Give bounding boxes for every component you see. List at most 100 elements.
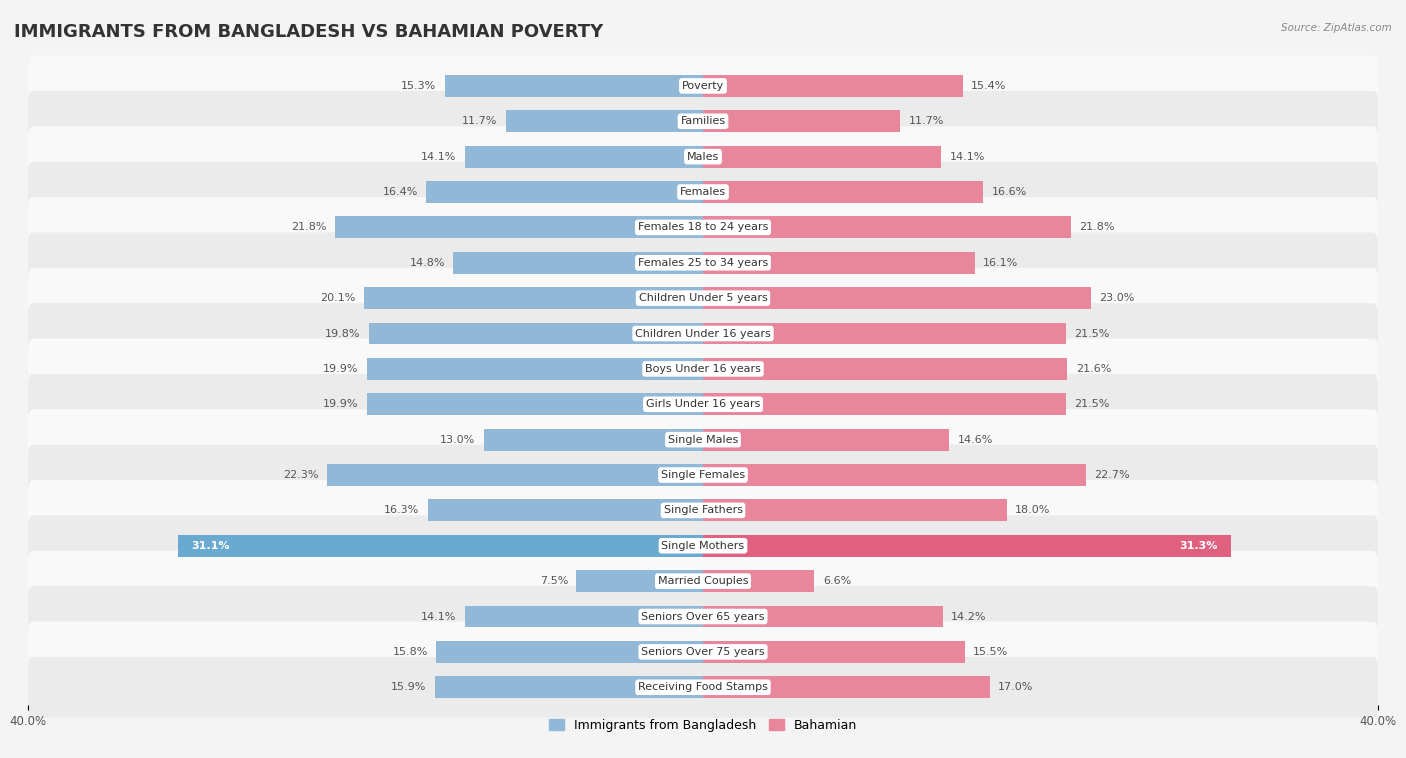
Text: Receiving Food Stamps: Receiving Food Stamps [638, 682, 768, 692]
Text: 22.3%: 22.3% [283, 470, 318, 480]
Bar [703, 500, 1007, 522]
Bar [703, 252, 974, 274]
Bar [506, 111, 703, 132]
Text: 21.6%: 21.6% [1076, 364, 1111, 374]
Text: 21.5%: 21.5% [1074, 399, 1109, 409]
FancyBboxPatch shape [28, 55, 1378, 116]
FancyBboxPatch shape [28, 551, 1378, 612]
Text: 19.8%: 19.8% [325, 328, 360, 339]
Text: 13.0%: 13.0% [440, 434, 475, 445]
Bar [465, 606, 703, 628]
Bar [703, 464, 1085, 486]
Bar [179, 535, 703, 556]
Bar [703, 393, 1066, 415]
Bar [368, 323, 703, 344]
Bar [703, 181, 983, 203]
Text: 7.5%: 7.5% [540, 576, 568, 586]
FancyBboxPatch shape [28, 91, 1378, 152]
Bar [335, 217, 703, 238]
Text: 6.6%: 6.6% [823, 576, 851, 586]
FancyBboxPatch shape [28, 622, 1378, 682]
Text: Girls Under 16 years: Girls Under 16 years [645, 399, 761, 409]
FancyBboxPatch shape [28, 480, 1378, 540]
Text: 15.4%: 15.4% [972, 81, 1007, 91]
Bar [703, 358, 1067, 380]
Bar [576, 570, 703, 592]
Bar [484, 429, 703, 450]
Text: Females: Females [681, 187, 725, 197]
Text: 14.1%: 14.1% [949, 152, 984, 161]
Bar [367, 358, 703, 380]
Text: 16.4%: 16.4% [382, 187, 418, 197]
Text: Seniors Over 65 years: Seniors Over 65 years [641, 612, 765, 622]
FancyBboxPatch shape [28, 268, 1378, 328]
Text: 11.7%: 11.7% [461, 116, 498, 127]
Text: 17.0%: 17.0% [998, 682, 1033, 692]
Bar [703, 676, 990, 698]
Bar [326, 464, 703, 486]
Bar [703, 111, 900, 132]
Text: Single Males: Single Males [668, 434, 738, 445]
Text: 21.8%: 21.8% [1080, 222, 1115, 233]
Text: 15.8%: 15.8% [392, 647, 427, 657]
Bar [703, 323, 1066, 344]
Bar [364, 287, 703, 309]
Text: Poverty: Poverty [682, 81, 724, 91]
Bar [434, 676, 703, 698]
Text: Females 25 to 34 years: Females 25 to 34 years [638, 258, 768, 268]
Text: 16.3%: 16.3% [384, 506, 419, 515]
FancyBboxPatch shape [28, 409, 1378, 470]
FancyBboxPatch shape [28, 657, 1378, 718]
Text: Females 18 to 24 years: Females 18 to 24 years [638, 222, 768, 233]
Bar [703, 287, 1091, 309]
Text: 14.8%: 14.8% [409, 258, 444, 268]
Bar [703, 146, 941, 168]
Text: Boys Under 16 years: Boys Under 16 years [645, 364, 761, 374]
Bar [436, 641, 703, 662]
FancyBboxPatch shape [28, 233, 1378, 293]
Text: IMMIGRANTS FROM BANGLADESH VS BAHAMIAN POVERTY: IMMIGRANTS FROM BANGLADESH VS BAHAMIAN P… [14, 23, 603, 41]
Legend: Immigrants from Bangladesh, Bahamian: Immigrants from Bangladesh, Bahamian [544, 714, 862, 737]
Text: 21.5%: 21.5% [1074, 328, 1109, 339]
Text: Families: Families [681, 116, 725, 127]
Bar [427, 500, 703, 522]
Text: 21.8%: 21.8% [291, 222, 326, 233]
Bar [703, 75, 963, 97]
Text: 23.0%: 23.0% [1099, 293, 1135, 303]
Text: Single Females: Single Females [661, 470, 745, 480]
Text: 16.1%: 16.1% [983, 258, 1018, 268]
Text: Single Fathers: Single Fathers [664, 506, 742, 515]
Bar [367, 393, 703, 415]
Bar [444, 75, 703, 97]
Text: 19.9%: 19.9% [323, 364, 359, 374]
Bar [703, 570, 814, 592]
Text: 19.9%: 19.9% [323, 399, 359, 409]
FancyBboxPatch shape [28, 515, 1378, 576]
Text: 20.1%: 20.1% [321, 293, 356, 303]
Text: 31.3%: 31.3% [1180, 540, 1218, 551]
FancyBboxPatch shape [28, 127, 1378, 187]
FancyBboxPatch shape [28, 374, 1378, 434]
Text: Seniors Over 75 years: Seniors Over 75 years [641, 647, 765, 657]
Bar [703, 535, 1232, 556]
Text: Source: ZipAtlas.com: Source: ZipAtlas.com [1281, 23, 1392, 33]
FancyBboxPatch shape [28, 339, 1378, 399]
Text: 15.3%: 15.3% [401, 81, 436, 91]
Text: Married Couples: Married Couples [658, 576, 748, 586]
Text: Children Under 5 years: Children Under 5 years [638, 293, 768, 303]
Bar [703, 429, 949, 450]
Text: 31.1%: 31.1% [191, 540, 231, 551]
Bar [703, 641, 965, 662]
Text: 22.7%: 22.7% [1094, 470, 1130, 480]
Text: Children Under 16 years: Children Under 16 years [636, 328, 770, 339]
Bar [453, 252, 703, 274]
Text: 14.6%: 14.6% [957, 434, 993, 445]
FancyBboxPatch shape [28, 161, 1378, 222]
Text: 16.6%: 16.6% [991, 187, 1026, 197]
Text: 15.5%: 15.5% [973, 647, 1008, 657]
FancyBboxPatch shape [28, 303, 1378, 364]
Bar [426, 181, 703, 203]
Bar [465, 146, 703, 168]
FancyBboxPatch shape [28, 445, 1378, 506]
Text: Males: Males [688, 152, 718, 161]
